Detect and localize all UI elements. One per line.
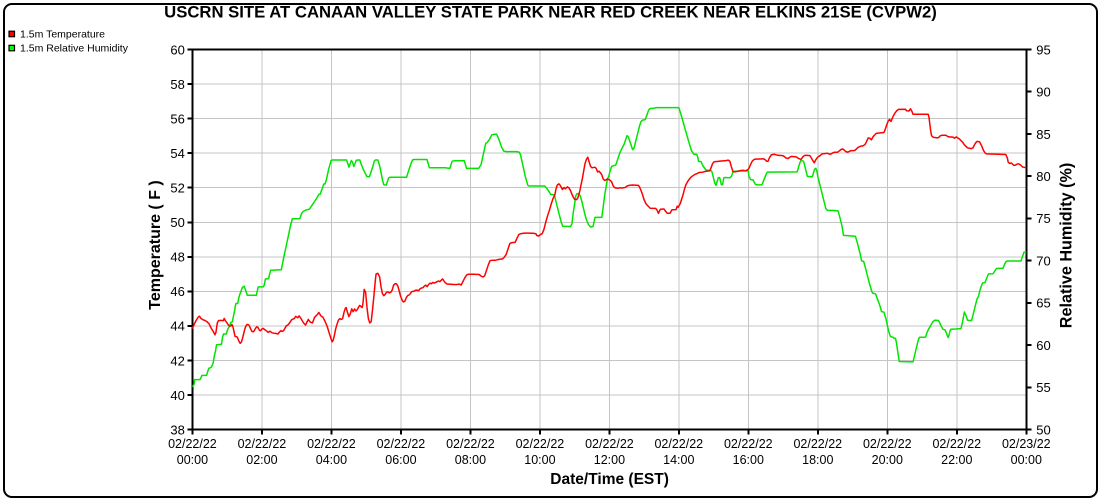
svg-text:60: 60	[1036, 338, 1050, 353]
svg-text:06:00: 06:00	[385, 453, 416, 467]
svg-text:02/22/22: 02/22/22	[724, 437, 773, 451]
svg-text:02/22/22: 02/22/22	[446, 437, 495, 451]
svg-text:80: 80	[1036, 169, 1050, 184]
svg-text:90: 90	[1036, 85, 1050, 100]
svg-text:18:00: 18:00	[802, 453, 833, 467]
svg-text:02/22/22: 02/22/22	[585, 437, 634, 451]
svg-text:Relative Humidity (%): Relative Humidity (%)	[1058, 163, 1076, 329]
svg-text:04:00: 04:00	[316, 453, 347, 467]
svg-text:02/22/22: 02/22/22	[516, 437, 565, 451]
svg-text:02/22/22: 02/22/22	[793, 437, 842, 451]
svg-text:50: 50	[1036, 422, 1050, 437]
svg-text:38: 38	[170, 422, 184, 437]
svg-text:22:00: 22:00	[941, 453, 972, 467]
svg-text:54: 54	[170, 146, 184, 161]
svg-text:02:00: 02:00	[246, 453, 277, 467]
svg-text:12:00: 12:00	[594, 453, 625, 467]
svg-text:16:00: 16:00	[733, 453, 764, 467]
svg-text:08:00: 08:00	[455, 453, 486, 467]
svg-text:48: 48	[170, 250, 184, 265]
svg-text:02/22/22: 02/22/22	[238, 437, 287, 451]
svg-text:00:00: 00:00	[177, 453, 208, 467]
svg-text:02/22/22: 02/22/22	[377, 437, 426, 451]
svg-text:02/22/22: 02/22/22	[863, 437, 912, 451]
svg-text:20:00: 20:00	[872, 453, 903, 467]
svg-text:65: 65	[1036, 296, 1050, 311]
svg-text:42: 42	[170, 353, 184, 368]
svg-text:10:00: 10:00	[524, 453, 555, 467]
svg-text:55: 55	[1036, 380, 1050, 395]
svg-text:USCRN SITE AT CANAAN VALLEY ST: USCRN SITE AT CANAAN VALLEY STATE PARK N…	[164, 3, 937, 22]
svg-text:85: 85	[1036, 127, 1050, 142]
svg-text:50: 50	[170, 215, 184, 230]
svg-text:44: 44	[170, 319, 184, 334]
svg-text:02/22/22: 02/22/22	[168, 437, 217, 451]
svg-text:52: 52	[170, 181, 184, 196]
svg-text:46: 46	[170, 284, 184, 299]
svg-text:95: 95	[1036, 42, 1050, 57]
svg-text:02/22/22: 02/22/22	[307, 437, 356, 451]
svg-text:60: 60	[170, 42, 184, 57]
svg-text:56: 56	[170, 111, 184, 126]
svg-text:00:00: 00:00	[1011, 453, 1042, 467]
svg-text:02/22/22: 02/22/22	[654, 437, 703, 451]
svg-text:02/22/22: 02/22/22	[932, 437, 981, 451]
svg-text:1.5m Temperature: 1.5m Temperature	[20, 28, 105, 40]
svg-text:40: 40	[170, 388, 184, 403]
svg-text:14:00: 14:00	[663, 453, 694, 467]
svg-text:75: 75	[1036, 211, 1050, 226]
svg-text:1.5m Relative Humidity: 1.5m Relative Humidity	[20, 42, 129, 54]
svg-text:Date/Time (EST): Date/Time (EST)	[550, 471, 669, 488]
svg-text:02/23/22: 02/23/22	[1002, 437, 1051, 451]
svg-text:58: 58	[170, 77, 184, 92]
svg-text:70: 70	[1036, 254, 1050, 269]
svg-text:Temperature ( F ): Temperature ( F )	[147, 180, 164, 310]
